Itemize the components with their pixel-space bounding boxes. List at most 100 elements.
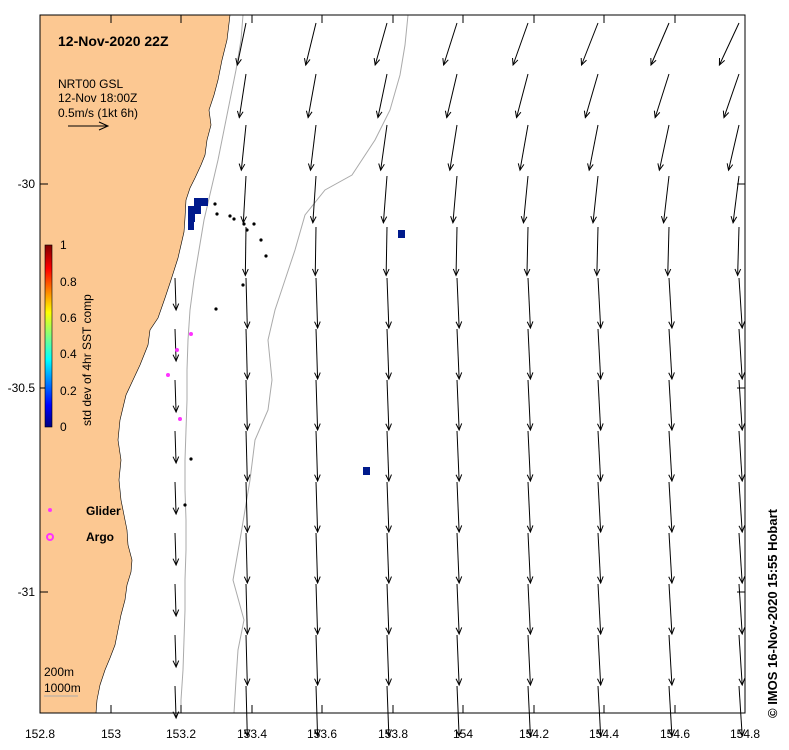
current-vector-head xyxy=(447,163,455,172)
current-vector-head xyxy=(526,525,534,534)
sst-pixel xyxy=(200,198,208,206)
x-tick-label: 154.2 xyxy=(519,727,549,741)
current-vector-head xyxy=(455,423,463,432)
current-vector-head xyxy=(314,678,321,687)
current-vector-head xyxy=(238,163,246,172)
current-vector-head xyxy=(455,627,463,636)
colorbar-tick: 0.4 xyxy=(60,347,77,361)
sst-pixel xyxy=(194,198,201,206)
current-vector-head xyxy=(738,423,746,432)
current-vector-head xyxy=(668,474,675,483)
current-vector-head xyxy=(593,268,601,277)
current-vector xyxy=(315,532,319,584)
current-vector-head xyxy=(455,678,463,687)
current-vector-head xyxy=(172,507,180,516)
current-vector-head xyxy=(455,474,463,483)
argo-legend-label: Argo xyxy=(86,530,114,544)
current-vector xyxy=(519,124,529,171)
sst-pixel xyxy=(188,222,194,230)
current-vector xyxy=(526,226,529,276)
tick-marks xyxy=(40,15,745,713)
current-vector xyxy=(668,328,673,380)
current-vector-head xyxy=(597,423,604,432)
current-vector-head xyxy=(172,303,180,312)
current-vector-head xyxy=(722,110,730,119)
current-vector xyxy=(456,328,460,380)
current-vector-head xyxy=(668,678,675,687)
current-vector-head xyxy=(444,110,452,119)
current-vector xyxy=(174,634,177,668)
current-vector-head xyxy=(738,474,746,483)
colorbar-tick: 0.6 xyxy=(60,311,77,325)
current-vector xyxy=(597,532,602,584)
current-vector-head xyxy=(726,163,734,172)
current-vector-head xyxy=(526,474,534,483)
current-vector xyxy=(581,22,599,66)
current-vector-head xyxy=(385,729,392,738)
y-tick-label: -31 xyxy=(18,585,36,599)
x-tick-label: 152.8 xyxy=(25,727,55,741)
current-vector-head xyxy=(514,110,522,119)
current-vector xyxy=(174,481,177,515)
current-vector xyxy=(597,634,602,686)
current-vector xyxy=(738,634,743,686)
current-vector xyxy=(597,379,602,431)
current-vector xyxy=(315,634,319,686)
current-vector xyxy=(668,685,673,737)
current-vector xyxy=(245,481,248,533)
current-vectors xyxy=(172,22,746,738)
current-vector xyxy=(374,22,388,66)
scale-arrow xyxy=(68,121,110,131)
current-vector-head xyxy=(303,58,311,67)
current-vector-head xyxy=(307,163,315,172)
colorbar-label: std dev of 4hr SST comp xyxy=(80,294,94,426)
current-vector xyxy=(377,73,388,118)
current-vector-head xyxy=(236,110,244,119)
current-vector-head xyxy=(314,372,321,381)
current-vector xyxy=(738,481,743,533)
current-vector xyxy=(386,481,390,533)
credit-text: © IMOS 16-Nov-2020 15:55 Hobart xyxy=(765,508,780,718)
current-vector xyxy=(174,277,177,311)
current-vector xyxy=(386,634,390,686)
current-vector xyxy=(307,73,317,118)
current-vector-head xyxy=(243,576,251,585)
current-vector xyxy=(380,124,388,171)
current-vector-head xyxy=(314,474,321,483)
product-time: 12-Nov 18:00Z xyxy=(58,91,137,105)
current-vector-head xyxy=(314,576,321,585)
sst-pixel xyxy=(188,206,195,214)
current-vector-head xyxy=(738,576,746,585)
y-tick-label: -30 xyxy=(18,177,36,191)
current-vector-head xyxy=(243,423,251,432)
glider-positions xyxy=(166,332,193,421)
current-vector-head xyxy=(526,678,534,687)
current-vector xyxy=(663,175,670,223)
current-vector xyxy=(527,685,531,737)
current-vector xyxy=(240,124,247,171)
current-vector xyxy=(245,430,248,482)
current-vector xyxy=(314,226,317,276)
current-vector-head xyxy=(455,321,463,330)
current-vector-head xyxy=(738,678,746,687)
current-vector xyxy=(738,277,743,329)
current-vector xyxy=(738,685,743,737)
current-vector xyxy=(738,328,743,380)
current-vector xyxy=(315,277,319,329)
current-vector xyxy=(452,175,458,223)
current-vector xyxy=(245,328,248,380)
current-vector-head xyxy=(668,423,675,432)
current-vector xyxy=(728,124,740,171)
current-vector-head xyxy=(243,474,251,483)
current-vector xyxy=(456,481,460,533)
current-vector xyxy=(668,532,673,584)
current-vector xyxy=(245,277,248,329)
current-vector-head xyxy=(738,729,746,738)
current-vector-head xyxy=(668,627,675,636)
current-vector-head xyxy=(172,558,180,567)
current-vector xyxy=(527,481,531,533)
current-vector xyxy=(386,277,390,329)
argo-marker xyxy=(46,533,54,541)
current-vector xyxy=(315,685,319,737)
